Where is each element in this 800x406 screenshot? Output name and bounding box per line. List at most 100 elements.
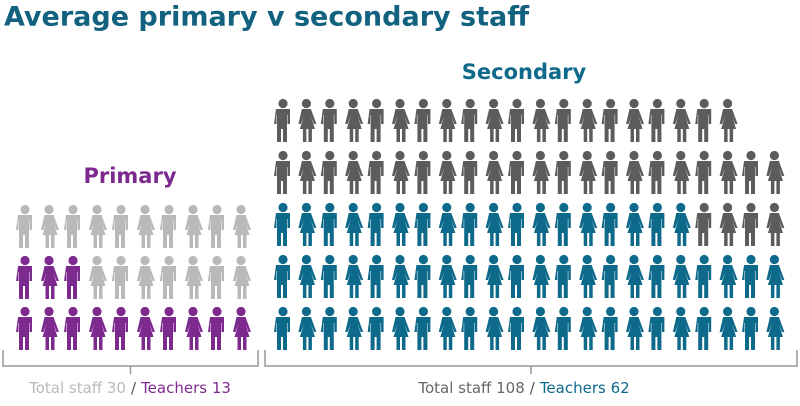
person-icon bbox=[274, 306, 290, 350]
icon-head bbox=[769, 150, 779, 161]
icon-head bbox=[372, 150, 382, 161]
icon-head bbox=[278, 202, 288, 213]
icon-body bbox=[414, 265, 431, 298]
icon-body bbox=[160, 317, 176, 350]
person-icon bbox=[579, 98, 598, 142]
icon-head bbox=[442, 254, 452, 265]
icon-body bbox=[719, 317, 738, 350]
icon-body bbox=[345, 109, 364, 142]
icon-body bbox=[208, 317, 224, 350]
icon-body bbox=[672, 265, 691, 298]
icon-head bbox=[559, 150, 569, 161]
person-icon bbox=[274, 202, 290, 246]
icon-head bbox=[442, 150, 452, 161]
icon-body bbox=[233, 317, 251, 350]
icon-head bbox=[606, 254, 616, 265]
person-icon bbox=[298, 98, 317, 142]
icon-head bbox=[489, 98, 499, 109]
person-icon bbox=[626, 202, 644, 246]
icon-head bbox=[512, 202, 522, 213]
person-icon bbox=[601, 98, 618, 142]
person-icon bbox=[485, 202, 504, 246]
person-icon bbox=[64, 204, 80, 248]
icon-body bbox=[695, 317, 712, 350]
person-icon bbox=[461, 150, 478, 194]
icon-head bbox=[465, 98, 475, 109]
person-icon bbox=[438, 306, 457, 350]
icon-body bbox=[742, 213, 758, 246]
icon-head bbox=[559, 254, 569, 265]
person-icon bbox=[367, 98, 384, 142]
person-icon bbox=[64, 255, 80, 299]
person-icon bbox=[438, 150, 457, 194]
icon-body bbox=[648, 161, 665, 194]
icon-head bbox=[699, 306, 709, 317]
icon-head bbox=[325, 254, 335, 265]
person-icon bbox=[766, 202, 785, 246]
icon-body bbox=[648, 213, 665, 246]
icon-body bbox=[137, 215, 155, 248]
person-icon bbox=[233, 255, 251, 299]
person-icon bbox=[485, 98, 504, 142]
icon-head bbox=[372, 306, 382, 317]
icon-body bbox=[719, 161, 738, 194]
icon-head bbox=[582, 202, 592, 213]
icon-body bbox=[298, 317, 317, 350]
icon-head bbox=[212, 204, 222, 215]
icon-body bbox=[112, 266, 128, 299]
icon-body bbox=[601, 317, 618, 350]
icon-body bbox=[554, 317, 571, 350]
icon-body bbox=[579, 109, 598, 142]
icon-head bbox=[465, 254, 475, 265]
icon-body bbox=[274, 109, 290, 142]
icon-body bbox=[648, 317, 665, 350]
icon-head bbox=[652, 254, 662, 265]
icon-head bbox=[188, 204, 198, 215]
person-icon bbox=[112, 306, 128, 350]
person-icon bbox=[298, 254, 317, 298]
person-icon bbox=[508, 254, 524, 298]
person-icon bbox=[648, 202, 665, 246]
icon-head bbox=[652, 150, 662, 161]
icon-body bbox=[16, 266, 32, 299]
person-icon bbox=[719, 150, 738, 194]
icon-body bbox=[208, 215, 224, 248]
icon-head bbox=[606, 202, 616, 213]
icon-head bbox=[188, 306, 198, 317]
bracket bbox=[2, 350, 259, 374]
icon-head bbox=[629, 306, 639, 317]
person-icon bbox=[601, 306, 618, 350]
person-icon bbox=[89, 204, 107, 248]
person-icon bbox=[554, 98, 571, 142]
group-label: Primary bbox=[83, 164, 176, 188]
person-icon bbox=[742, 306, 758, 350]
icon-head bbox=[442, 98, 452, 109]
icon-head bbox=[746, 306, 756, 317]
icon-head bbox=[140, 255, 150, 266]
icon-head bbox=[325, 306, 335, 317]
separator: / bbox=[530, 379, 536, 397]
icon-head bbox=[699, 150, 709, 161]
person-icon bbox=[461, 202, 478, 246]
icon-head bbox=[44, 306, 54, 317]
icon-head bbox=[465, 150, 475, 161]
person-icon bbox=[601, 254, 618, 298]
icon-head bbox=[116, 306, 126, 317]
icon-head bbox=[301, 202, 311, 213]
icon-head bbox=[723, 254, 733, 265]
icon-body bbox=[695, 109, 712, 142]
icon-body bbox=[532, 317, 551, 350]
icon-body bbox=[532, 265, 551, 298]
icon-head bbox=[20, 204, 30, 215]
person-icon bbox=[274, 98, 290, 142]
icon-head bbox=[348, 254, 358, 265]
person-icon bbox=[719, 98, 738, 142]
icon-head bbox=[325, 98, 335, 109]
person-icon bbox=[742, 254, 758, 298]
icon-head bbox=[68, 255, 78, 266]
icon-head bbox=[92, 255, 102, 266]
total-label: Total staff 30 /Teachers 13 bbox=[28, 379, 231, 397]
person-icon bbox=[626, 150, 644, 194]
person-icon bbox=[554, 306, 571, 350]
